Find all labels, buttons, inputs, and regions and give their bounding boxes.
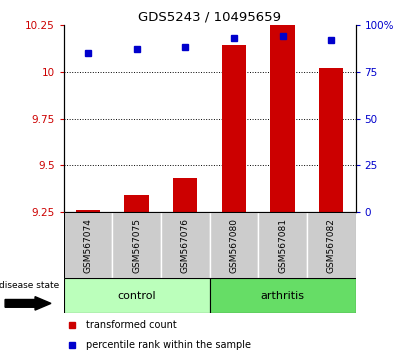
Bar: [173, 178, 197, 212]
FancyArrow shape: [5, 297, 51, 310]
Bar: [112, 212, 161, 278]
Bar: [161, 212, 210, 278]
Title: GDS5243 / 10495659: GDS5243 / 10495659: [138, 11, 281, 24]
Bar: [270, 24, 295, 212]
Bar: [76, 210, 100, 212]
Text: GSM567082: GSM567082: [327, 218, 336, 273]
Text: disease state: disease state: [0, 281, 59, 290]
Bar: [319, 68, 343, 212]
Text: control: control: [118, 291, 156, 301]
Bar: [125, 195, 149, 212]
Bar: [210, 212, 258, 278]
Bar: [258, 212, 307, 278]
Bar: [210, 278, 356, 313]
Text: transformed count: transformed count: [85, 320, 176, 330]
Text: percentile rank within the sample: percentile rank within the sample: [85, 340, 251, 350]
Text: GSM567081: GSM567081: [278, 218, 287, 273]
Bar: [64, 278, 210, 313]
Text: GSM567075: GSM567075: [132, 218, 141, 273]
Text: GSM567074: GSM567074: [83, 218, 92, 273]
Bar: [222, 45, 246, 212]
Bar: [64, 212, 112, 278]
Text: GSM567080: GSM567080: [229, 218, 238, 273]
Text: GSM567076: GSM567076: [181, 218, 190, 273]
Bar: [307, 212, 356, 278]
Text: arthritis: arthritis: [261, 291, 305, 301]
